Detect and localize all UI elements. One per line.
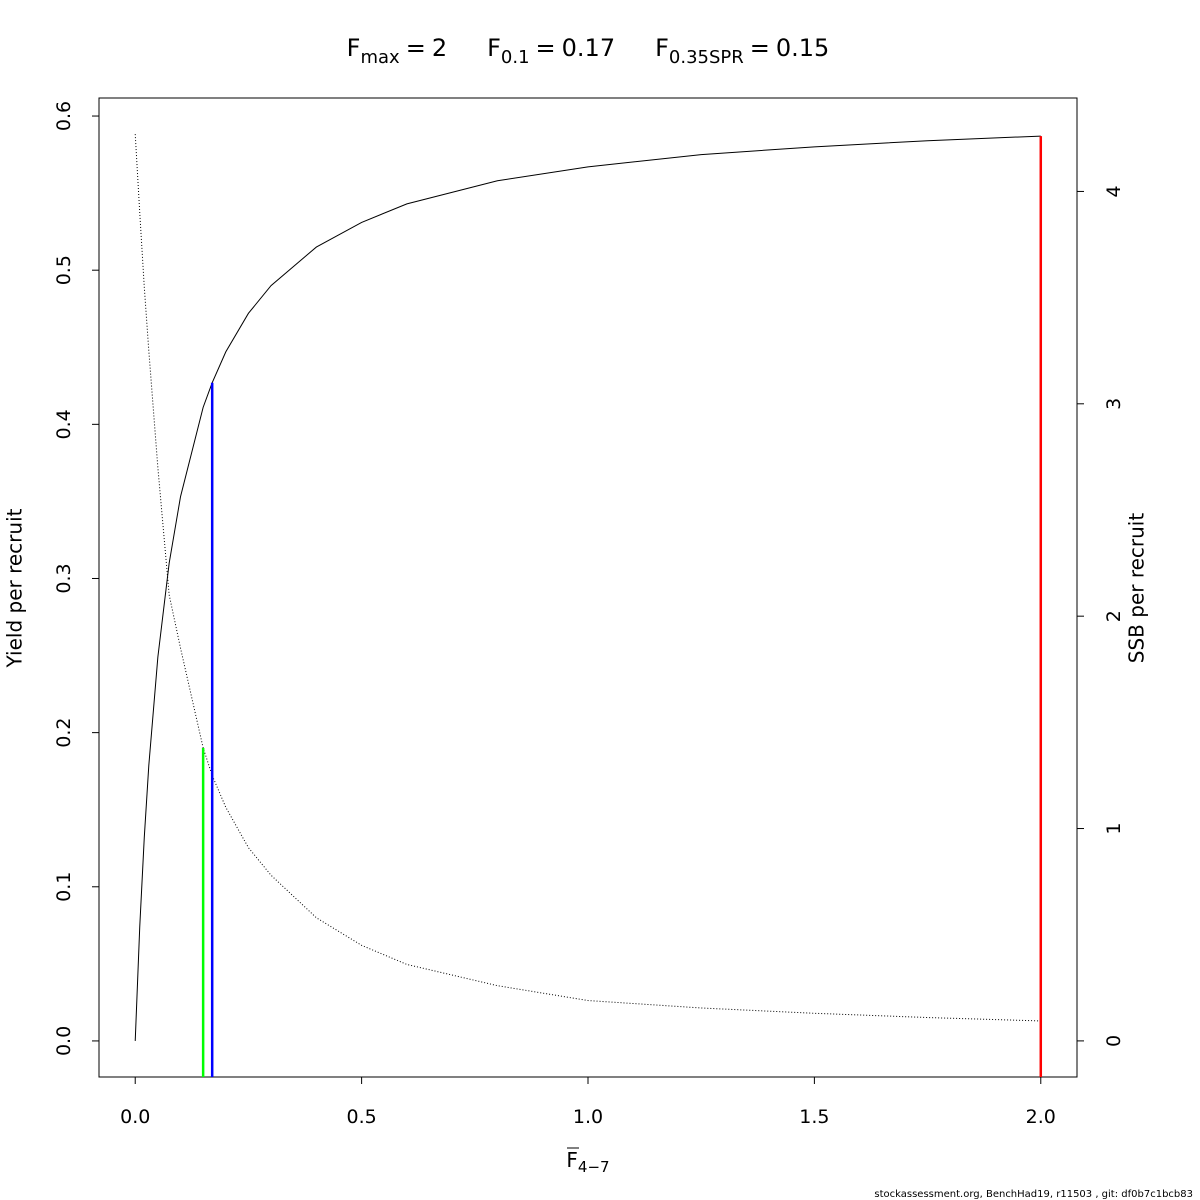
y2-axis-label: SSB per recruit bbox=[1125, 513, 1149, 664]
y-tick-label: 0.0 bbox=[53, 1026, 75, 1056]
x-tick-label: 0.5 bbox=[347, 1106, 377, 1128]
y2-tick-label: 3 bbox=[1103, 398, 1125, 410]
x-label-symbol: F bbox=[566, 1148, 578, 1172]
title-symbol: F bbox=[347, 34, 361, 62]
x-tick-label: 0.0 bbox=[120, 1106, 150, 1128]
title-subscript: 0.35SPR bbox=[669, 47, 744, 68]
y-tick-label: 0.6 bbox=[53, 101, 75, 131]
y-tick-label: 0.2 bbox=[53, 718, 75, 748]
y2-tick-label: 2 bbox=[1103, 610, 1125, 622]
x-label-subscript: 4−7 bbox=[578, 1158, 610, 1176]
y2-tick-label: 0 bbox=[1103, 1035, 1125, 1047]
y-tick-label: 0.3 bbox=[53, 563, 75, 593]
y-tick-label: 0.4 bbox=[53, 409, 75, 439]
title-sign: = bbox=[536, 34, 556, 62]
x-axis-label: F4−7 bbox=[566, 1148, 609, 1176]
title-sign: = bbox=[406, 34, 426, 62]
title-value: 0.17 bbox=[562, 34, 615, 62]
series-line bbox=[134, 135, 1041, 1041]
x-tick-label: 1.0 bbox=[573, 1106, 603, 1128]
y2-tick-label: 1 bbox=[1103, 822, 1125, 834]
y2-tick-label: 4 bbox=[1103, 185, 1125, 197]
x-tick-label: 2.0 bbox=[1026, 1106, 1056, 1128]
title-symbol: F bbox=[487, 34, 501, 62]
title-value: 2 bbox=[432, 34, 447, 62]
series-line bbox=[134, 134, 1041, 1022]
y-tick-label: 0.5 bbox=[53, 255, 75, 285]
x-tick-label: 1.5 bbox=[799, 1106, 829, 1128]
title-subscript: max bbox=[360, 47, 400, 68]
title-symbol: F bbox=[655, 34, 669, 62]
y-tick-label: 0.1 bbox=[53, 872, 75, 902]
chart-title: Fmax = 2 F0.1 = 0.17 F0.35SPR = 0.15 bbox=[347, 34, 830, 68]
footer: stockassessment.org, BenchHad19, r11503 … bbox=[874, 1189, 1193, 1200]
title-value: 0.15 bbox=[776, 34, 829, 62]
title-sign: = bbox=[750, 34, 770, 62]
plot-frame bbox=[98, 97, 1078, 1078]
y-axis-label: Yield per recruit bbox=[3, 508, 27, 668]
title-subscript: 0.1 bbox=[501, 47, 530, 68]
